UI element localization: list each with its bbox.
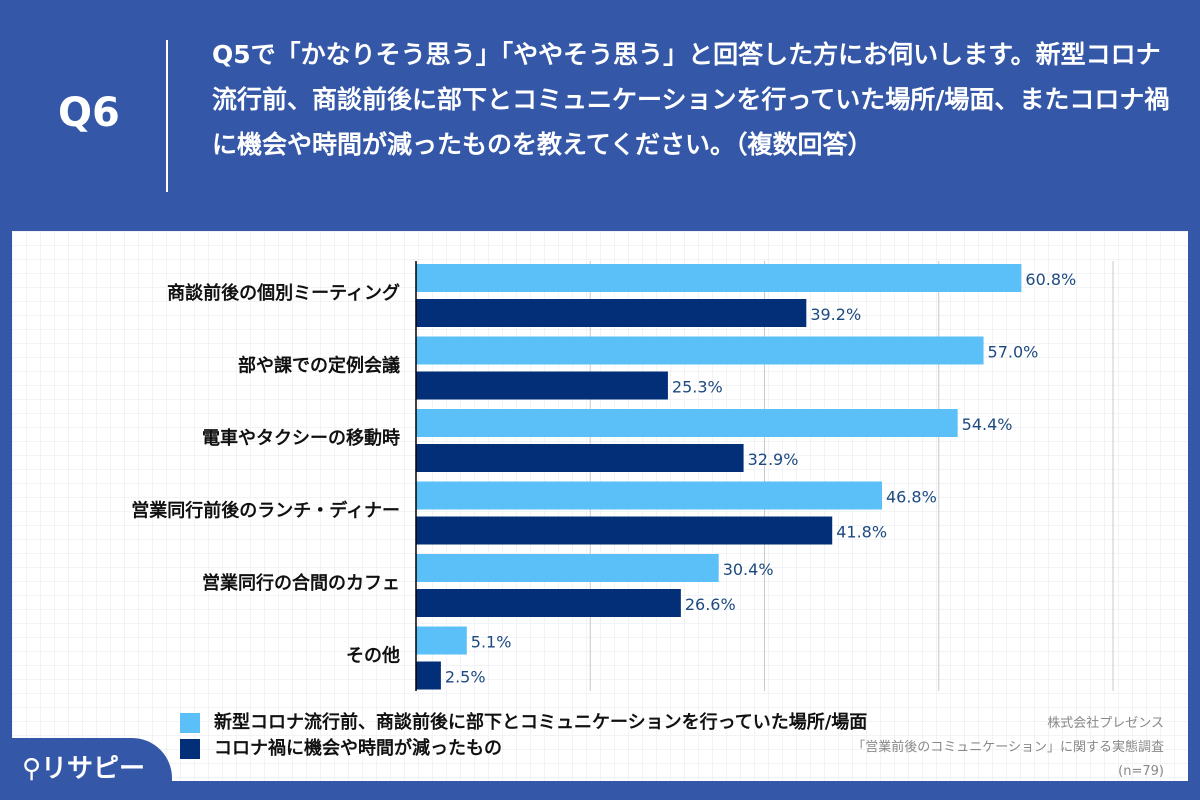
data-label: 41.8% [836, 523, 887, 542]
legend-label: コロナ禍に機会や時間が減ったもの [214, 738, 502, 759]
data-label: 57.0% [988, 343, 1039, 362]
data-label: 39.2% [810, 305, 861, 324]
category-label: 部や課での定例会議 [238, 355, 400, 377]
data-label: 60.8% [1025, 270, 1076, 289]
category-label: 営業同行の合間のカフェ [202, 572, 400, 594]
category-label: その他 [346, 645, 400, 667]
data-label: 46.8% [886, 488, 937, 507]
data-label: 30.4% [723, 560, 774, 579]
legend-item-before: 新型コロナ流行前、商談前後に部下とコミュニケーションを行っていた場所/場面 [180, 710, 867, 736]
bar [416, 264, 1022, 292]
pin-icon: ⚲ [22, 754, 42, 784]
bar [416, 336, 984, 365]
bar [416, 444, 744, 472]
bar [416, 481, 882, 510]
source-note: 株式会社プレゼンス 「営業前後のコミュニケーション」に関する実態調査 (n=79… [852, 712, 1164, 784]
data-label: 2.5% [445, 668, 486, 687]
chart-panel: 商談前後の個別ミーティング 60.8% 39.2% 部や課での定例会議 57.0% 25.… [12, 231, 1188, 781]
bar [416, 554, 719, 582]
divider [166, 40, 168, 192]
bar [416, 409, 958, 437]
sample-size: (n=79) [1118, 764, 1164, 779]
bar [416, 661, 441, 690]
bar-chart: 商談前後の個別ミーティング 60.8% 39.2% 部や課での定例会議 57.0% 25.… [131, 261, 1114, 691]
data-label: 5.1% [471, 633, 512, 652]
legend-label: 新型コロナ流行前、商談前後に部下とコミュニケーションを行っていた場所/場面 [214, 712, 868, 733]
source-company: 株式会社プレゼンス [1047, 716, 1164, 731]
legend: 新型コロナ流行前、商談前後に部下とコミュニケーションを行っていた場所/場面 コロ… [180, 710, 867, 762]
data-label: 32.9% [748, 450, 799, 469]
bar [416, 626, 467, 655]
bar [416, 371, 668, 400]
data-label: 54.4% [962, 415, 1013, 434]
legend-item-reduced: コロナ禍に機会や時間が減ったもの [180, 736, 867, 762]
legend-swatch [180, 739, 200, 759]
category-label: 電車やタクシーの移動時 [202, 427, 400, 449]
logo: ⚲リサピー [0, 738, 172, 800]
legend-swatch [180, 713, 200, 733]
bar [416, 589, 681, 617]
question-text: Q5で「かなりそう思う」「ややそう思う」と回答した方にお伺いします。新型コロナ流… [212, 40, 1170, 159]
category-label: 営業同行前後のランチ・ディナー [131, 500, 400, 522]
question-number: Q6 [58, 90, 120, 136]
bar [416, 299, 807, 327]
data-label: 26.6% [685, 595, 736, 614]
bar [416, 516, 833, 545]
source-survey: 「営業前後のコミュニケーション」に関する実態調査 [852, 740, 1164, 755]
data-label: 25.3% [672, 378, 723, 397]
category-label: 商談前後の個別ミーティング [167, 282, 400, 304]
